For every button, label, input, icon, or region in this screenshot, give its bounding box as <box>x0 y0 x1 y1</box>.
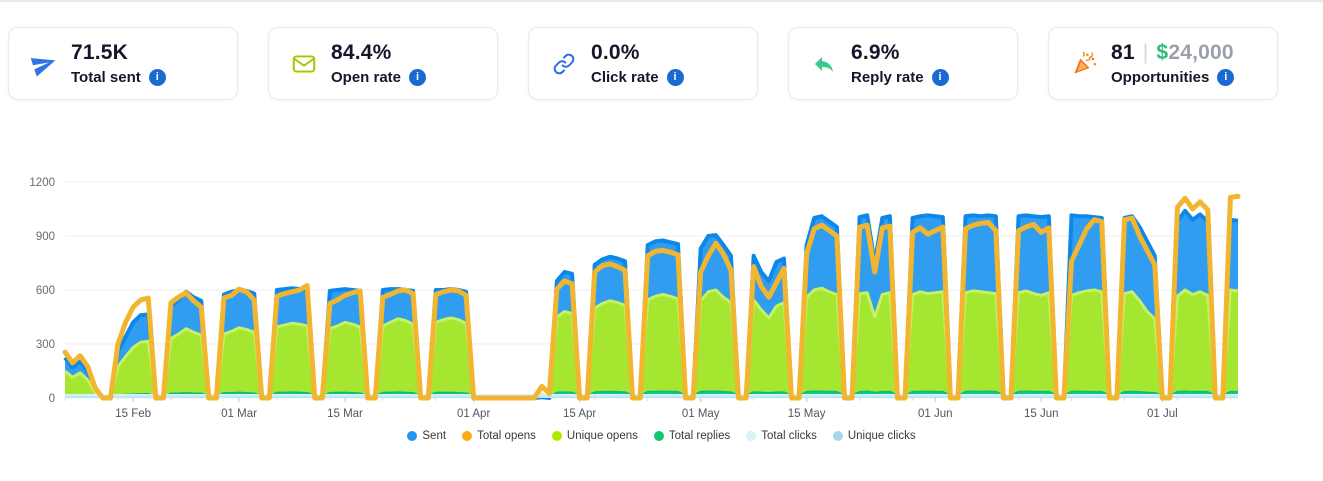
party-popper-icon <box>1070 50 1098 78</box>
info-icon[interactable]: i <box>409 68 427 86</box>
stat-card-click-rate: 0.0% Click rate i <box>528 27 758 100</box>
reply-rate-value: 6.9% <box>851 41 900 65</box>
legend-dot-unique-opens <box>551 431 562 441</box>
y-tick-label: 0 <box>49 393 55 405</box>
info-icon[interactable]: i <box>666 68 684 86</box>
stats-row: 71.5K Total sent i 84.4% Open rate i <box>0 2 1323 100</box>
legend-dot-sent <box>407 431 418 441</box>
stat-card-total-sent: 71.5K Total sent i <box>8 27 238 100</box>
value-separator: | <box>1142 41 1149 65</box>
legend-item-total-replies[interactable]: Total replies <box>653 430 731 442</box>
x-tick-label: 01 May <box>682 408 720 420</box>
legend-label: Unique clicks <box>847 430 916 442</box>
link-icon <box>550 50 578 78</box>
x-tick-label: 15 Jun <box>1024 408 1059 420</box>
y-tick-label: 1200 <box>29 177 55 189</box>
opportunities-amount: 24,000 <box>1168 41 1234 65</box>
legend-dot-total-opens <box>462 431 473 441</box>
legend-label: Total replies <box>668 430 731 442</box>
legend-dot-unique-clicks <box>832 431 843 441</box>
legend-dot-total-replies <box>653 431 664 441</box>
reply-arrow-icon <box>810 50 838 78</box>
envelope-icon <box>290 50 318 78</box>
x-tick-label: 01 Jul <box>1147 408 1178 420</box>
legend-item-total-clicks[interactable]: Total clicks <box>746 430 817 442</box>
opportunities-label: Opportunities <box>1111 68 1210 86</box>
legend-item-total-opens[interactable]: Total opens <box>462 430 536 442</box>
total-sent-value: 71.5K <box>71 41 129 65</box>
x-tick-label: 15 Mar <box>327 408 363 420</box>
opportunities-count: 81 <box>1111 41 1135 65</box>
click-rate-label: Click rate <box>591 68 659 86</box>
analytics-page: 71.5K Total sent i 84.4% Open rate i <box>0 2 1323 442</box>
y-tick-label: 900 <box>36 231 55 243</box>
band-unique-clicks <box>65 395 1238 398</box>
chart-legend: Sent Total opens Unique opens Total repl… <box>0 430 1323 442</box>
campaign-analytics-chart: 0 300 600 900 1200 15 Feb 01 Mar 15 Mar 01 Apr 15… <box>0 140 1323 442</box>
opportunities-value: 81 | $24,000 <box>1111 41 1234 64</box>
legend-item-unique-opens[interactable]: Unique opens <box>551 430 638 442</box>
stat-card-reply-rate: 6.9% Reply rate i <box>788 27 1018 100</box>
y-tick-label: 300 <box>36 339 55 351</box>
open-rate-value: 84.4% <box>331 41 392 65</box>
info-icon[interactable]: i <box>931 68 949 86</box>
area-unique-opens <box>65 288 1238 398</box>
x-tick-label: 15 May <box>788 408 826 420</box>
currency-symbol: $ <box>1156 41 1169 65</box>
info-icon[interactable]: i <box>1217 68 1235 86</box>
y-tick-label: 600 <box>36 285 55 297</box>
legend-label: Unique opens <box>566 430 638 442</box>
x-tick-label: 15 Feb <box>115 408 151 420</box>
legend-label: Total opens <box>477 430 536 442</box>
line-total-opens <box>62 193 1241 401</box>
open-rate-label: Open rate <box>331 68 402 86</box>
stat-card-open-rate: 84.4% Open rate i <box>268 27 498 100</box>
click-rate-value: 0.0% <box>591 41 640 65</box>
paper-plane-icon <box>30 50 58 78</box>
legend-dot-total-clicks <box>746 431 757 441</box>
top-divider <box>0 0 1323 2</box>
total-sent-label: Total sent <box>71 68 141 86</box>
x-tick-label: 01 Mar <box>221 408 257 420</box>
x-tick-label: 15 Apr <box>563 408 596 420</box>
legend-item-unique-clicks[interactable]: Unique clicks <box>832 430 916 442</box>
x-tick-label: 01 Apr <box>457 408 490 420</box>
legend-label: Total clicks <box>761 430 817 442</box>
stat-card-opportunities: 81 | $24,000 Opportunities i <box>1048 27 1278 100</box>
reply-rate-label: Reply rate <box>851 68 924 86</box>
legend-item-sent[interactable]: Sent <box>407 430 446 442</box>
x-tick-label: 01 Jun <box>918 408 953 420</box>
chart-canvas[interactable]: 0 300 600 900 1200 15 Feb 01 Mar 15 Mar 01 Apr 15… <box>0 140 1300 422</box>
legend-label: Sent <box>422 430 447 442</box>
info-icon[interactable]: i <box>148 68 166 86</box>
